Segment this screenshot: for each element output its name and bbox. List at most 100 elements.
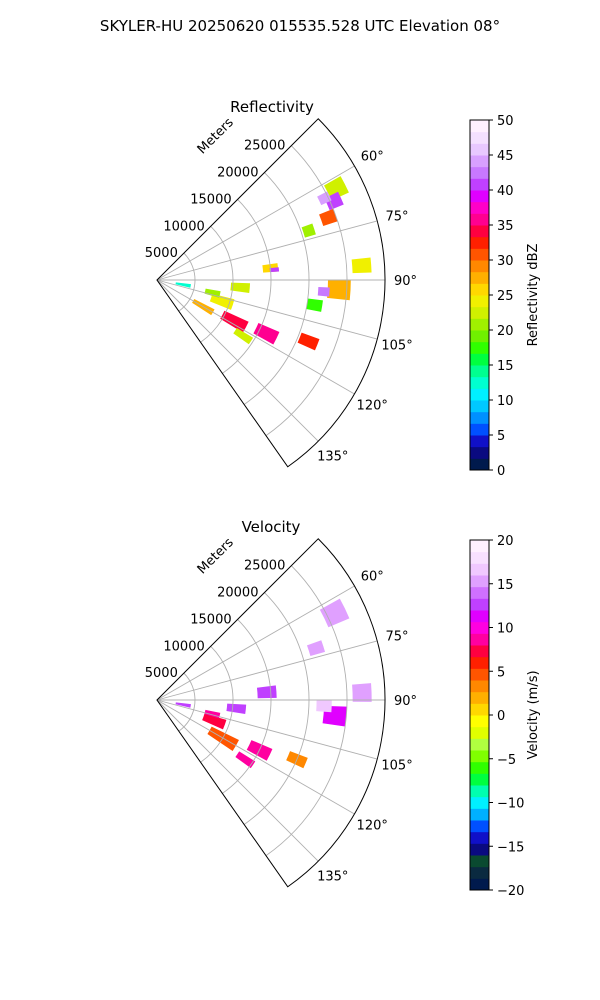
velocity-radial-gridline	[222, 619, 272, 794]
reflectivity-title: Reflectivity	[230, 98, 314, 116]
reflectivity-cell	[301, 223, 316, 238]
reflectivity-cell	[317, 191, 332, 206]
velocity-cell	[226, 703, 247, 714]
velocity-angular-gridline	[156, 699, 378, 760]
velocity-radial-gridline	[178, 672, 196, 732]
reflectivity-colorbar-tick-label: 45	[497, 149, 514, 164]
velocity-colorbar-tick-label: −15	[497, 840, 524, 855]
velocity-colorbar-tick-label: 15	[497, 578, 514, 593]
velocity-colorbar-tick-label: 5	[497, 665, 505, 680]
velocity-angular-gridline	[156, 699, 319, 862]
velocity-cell	[256, 685, 277, 699]
velocity-radial-tick-label: 5000	[145, 666, 178, 681]
reflectivity-colorbar-tick-label: 0	[497, 464, 505, 479]
reflectivity-colorbar-segment	[470, 423, 489, 436]
velocity-colorbar-tick-label: 0	[497, 709, 505, 724]
reflectivity-colorbar-segment	[470, 376, 489, 389]
velocity-colorbar-segment	[470, 831, 489, 844]
velocity-angle-tick-label: 75°	[386, 630, 409, 645]
reflectivity-colorbar-segment	[470, 411, 489, 424]
reflectivity-colorbar-tick-label: 50	[497, 114, 514, 129]
reflectivity-radial-tick-label: 20000	[217, 166, 258, 181]
velocity-colorbar-segment	[470, 750, 489, 763]
reflectivity-angular-gridline	[156, 165, 355, 281]
velocity-colorbar-segment	[470, 575, 489, 588]
reflectivity-colorbar-tick-label: 10	[497, 394, 514, 409]
velocity-colorbar-segment	[470, 738, 489, 751]
velocity-colorbar-segment	[470, 668, 489, 681]
velocity-colorbar-tick-label: −5	[497, 753, 516, 768]
velocity-angle-tick-label: 135°	[317, 870, 348, 885]
reflectivity-cell	[297, 332, 320, 351]
velocity-radial-tick-label: 20000	[217, 586, 258, 601]
reflectivity-sector-frame	[156, 118, 386, 468]
reflectivity-cell	[175, 282, 191, 288]
reflectivity-colorbar-segment	[470, 283, 489, 296]
velocity-cell	[235, 751, 256, 769]
velocity-colorbar-segment	[470, 773, 489, 786]
reflectivity-angular-gridline	[156, 220, 378, 281]
reflectivity-angle-tick-label: 90°	[394, 274, 417, 289]
velocity-cell	[352, 683, 372, 702]
velocity-colorbar-segment	[470, 855, 489, 868]
velocity-colorbar: −20 −15 −10 −5 0 5 10 15 20 Velocity (m/s)	[469, 534, 541, 899]
reflectivity-colorbar-tick-label: 25	[497, 289, 514, 304]
velocity-angular-gridline	[156, 585, 355, 701]
reflectivity-radial-tick-label: 10000	[163, 219, 204, 234]
figure-suptitle: SKYLER-HU 20250620 015535.528 UTC Elevat…	[100, 17, 500, 35]
reflectivity-colorbar-segment	[470, 225, 489, 238]
reflectivity-colorbar-segment	[470, 341, 489, 354]
reflectivity-angle-tick-label: 135°	[317, 450, 348, 465]
velocity-radial-axis-label: Meters	[195, 535, 237, 577]
velocity-cell	[207, 726, 239, 751]
reflectivity-plot-area: 5000 10000 15000 20000 25000 60° 75° 90° 105° 120…	[145, 115, 417, 468]
velocity-radial-tick-label: 25000	[244, 559, 285, 574]
reflectivity-radial-gridline	[200, 225, 234, 343]
velocity-cell	[175, 702, 191, 708]
velocity-colorbar-segment	[470, 563, 489, 576]
velocity-colorbar-tick-label: −10	[497, 797, 524, 812]
reflectivity-radial-gridline	[222, 199, 272, 374]
velocity-colorbar-segment	[470, 680, 489, 693]
velocity-radial-gridline	[265, 565, 348, 857]
velocity-colorbar-segment	[470, 656, 489, 669]
velocity-colorbar-label: Velocity (m/s)	[526, 670, 541, 759]
reflectivity-colorbar-segment	[470, 306, 489, 319]
velocity-angle-tick-label: 105°	[381, 758, 412, 773]
velocity-angular-gridline	[156, 640, 378, 701]
reflectivity-colorbar-segment	[470, 190, 489, 203]
velocity-title: Velocity	[242, 518, 301, 536]
reflectivity-colorbar-tick-label: 5	[497, 429, 505, 444]
velocity-angle-tick-label: 60°	[361, 570, 384, 585]
velocity-cell	[202, 713, 227, 730]
reflectivity-colorbar-segment	[470, 143, 489, 156]
velocity-colorbar-tick-label: 10	[497, 622, 514, 637]
velocity-colorbar-segment	[470, 808, 489, 821]
reflectivity-colorbar-tick-label: 35	[497, 219, 514, 234]
velocity-cell	[316, 700, 332, 713]
velocity-colorbar-segment	[470, 540, 489, 553]
reflectivity-cell	[204, 288, 221, 298]
reflectivity-colorbar-segment	[470, 353, 489, 366]
velocity-radial-gridline	[200, 645, 234, 763]
velocity-colorbar-segment	[470, 633, 489, 646]
velocity-radial-tick-label: 15000	[190, 612, 231, 627]
reflectivity-cell	[324, 176, 349, 201]
velocity-panel: Velocity 5000 10000 15000 20000 25000 60° 75° 9…	[145, 518, 541, 899]
reflectivity-colorbar-segment	[470, 201, 489, 214]
reflectivity-colorbar-segment	[470, 388, 489, 401]
velocity-colorbar-tick-label: −20	[497, 884, 524, 899]
velocity-colorbar-segment	[470, 796, 489, 809]
reflectivity-colorbar-label: Reflectivity dBZ	[526, 244, 541, 347]
reflectivity-colorbar-segment	[470, 120, 489, 133]
velocity-colorbar-segment	[470, 761, 489, 774]
reflectivity-cell	[269, 267, 280, 273]
reflectivity-angle-tick-label: 105°	[381, 338, 412, 353]
reflectivity-cell	[220, 310, 249, 333]
reflectivity-colorbar-tick-label: 20	[497, 324, 514, 339]
reflectivity-angular-gridline	[156, 279, 319, 442]
velocity-colorbar-segment	[470, 610, 489, 623]
reflectivity-radial-gridline	[265, 145, 348, 437]
reflectivity-cell	[319, 208, 338, 226]
